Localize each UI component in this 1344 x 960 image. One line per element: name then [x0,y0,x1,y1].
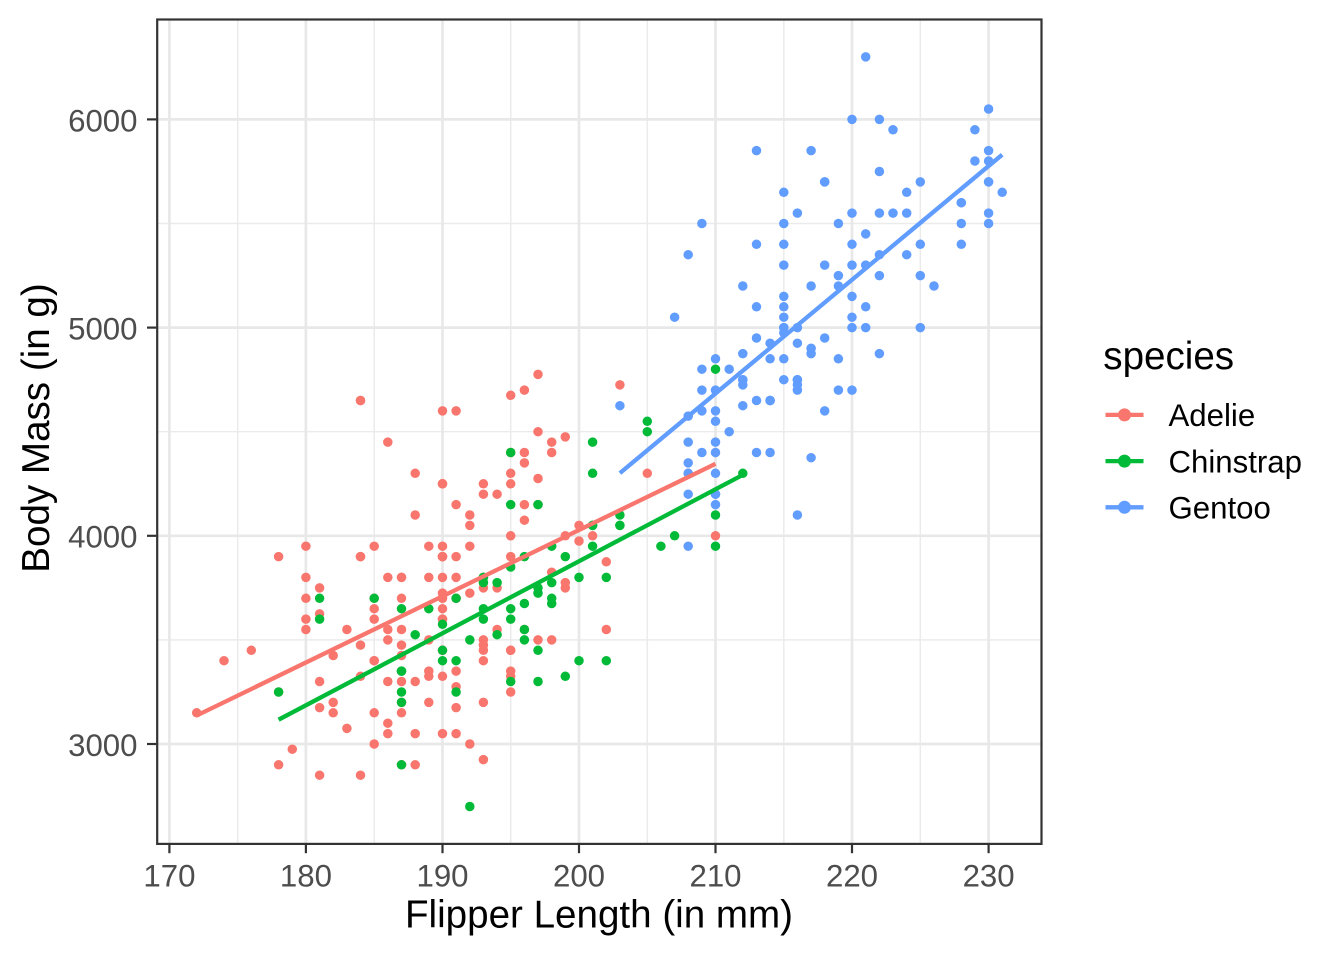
svg-text:Chinstrap: Chinstrap [1169,444,1302,479]
svg-text:190: 190 [416,858,468,893]
svg-text:4000: 4000 [68,520,137,555]
svg-text:200: 200 [553,858,605,893]
svg-text:Adelie: Adelie [1169,398,1256,433]
svg-text:230: 230 [963,858,1015,893]
svg-text:Flipper Length (in mm): Flipper Length (in mm) [405,894,793,937]
svg-text:6000: 6000 [68,103,137,138]
svg-text:220: 220 [826,858,878,893]
svg-text:Gentoo: Gentoo [1169,491,1271,526]
svg-text:180: 180 [280,858,332,893]
svg-text:5000: 5000 [68,312,137,347]
svg-text:species: species [1103,335,1234,378]
svg-text:210: 210 [689,858,741,893]
svg-text:3000: 3000 [68,728,137,763]
svg-text:Body Mass (in g): Body Mass (in g) [15,283,58,572]
svg-text:170: 170 [143,858,195,893]
